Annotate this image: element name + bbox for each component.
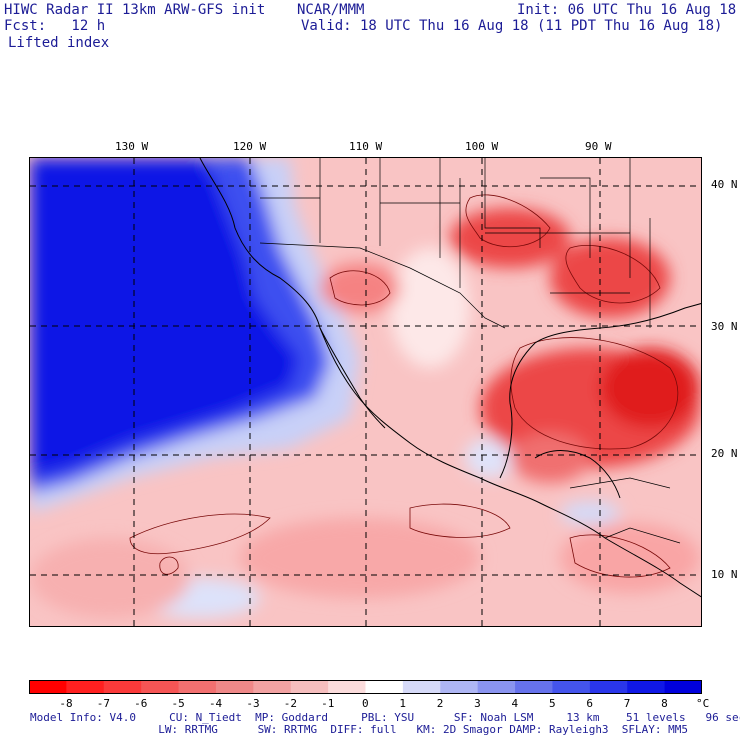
model-title: HIWC Radar II 13km ARW-GFS init (4, 2, 266, 18)
model-info-line2: LW: RRTMG SW: RRTMG DIFF: full KM: 2D Sm… (92, 723, 689, 736)
lat-label-20n: 20 N (711, 447, 738, 460)
strong-red-southeast (550, 238, 670, 318)
colorbar-tick-label: 1 (399, 697, 406, 710)
mid-red-yucatan (510, 433, 590, 483)
colorbar-tick-label: 4 (511, 697, 519, 710)
colorbar-tick-label: 2 (436, 697, 444, 710)
forecast-hour: Fcst: 12 h (4, 18, 106, 34)
colorbar-segment (365, 680, 404, 694)
colorbar-tick-label: -3 (246, 697, 260, 710)
colorbar-tick-label: -5 (171, 697, 185, 710)
deep-red-gulf (600, 348, 700, 428)
colorbar-segment (402, 680, 441, 694)
colorbar-segment (66, 680, 105, 694)
colorbar-segment (103, 680, 142, 694)
lon-label-120w: 120 W (233, 140, 267, 153)
negative-stable-region (30, 158, 300, 478)
colorbar-tick-label: -7 (96, 697, 111, 710)
colorbar-segment (29, 680, 67, 694)
valid-time: Valid: 18 UTC Thu 16 Aug 18 (11 PDT Thu … (301, 18, 723, 34)
coastlines (199, 158, 701, 598)
colorbar-tick-label: 3 (474, 697, 481, 710)
colorbar-segment (627, 680, 666, 694)
lat-lon-grid (30, 158, 701, 626)
colorbar-tick-label: 0 (362, 697, 369, 710)
light-blue-band (30, 158, 360, 513)
colorbar-tick-label: -8 (59, 697, 73, 710)
init-time: Init: 06 UTC Thu 16 Aug 18 (517, 2, 737, 18)
colorbar-border (29, 680, 702, 694)
light-red-east-pacific (240, 518, 480, 598)
field-name: Lifted index (8, 35, 110, 51)
colorbar-segment (515, 680, 553, 694)
colorbar-segment (589, 680, 628, 694)
colorbar-tick-label: 8 (661, 697, 668, 710)
colorbar-segment (477, 680, 516, 694)
colorbar-tick-label: 6 (586, 697, 593, 710)
lon-label-110w: 110 W (349, 140, 383, 153)
colorbar-unit: °C (696, 697, 710, 710)
lat-label-40n: 40 N (711, 178, 738, 191)
colorbar-segment (290, 680, 329, 694)
political-borders (259, 158, 681, 544)
colorbar-segment (253, 680, 292, 694)
light-red-west-pacific (30, 538, 190, 618)
map-svg (30, 158, 701, 626)
colorbar-segment (215, 680, 254, 694)
organization-label: NCAR/MMM (297, 2, 365, 18)
colorbar-segment (178, 680, 217, 694)
colorbar-segment (328, 680, 366, 694)
lon-label-130w: 130 W (115, 140, 149, 153)
colorbar-segment (664, 680, 702, 694)
colorbar-segment (552, 680, 591, 694)
light-blue-patch-gulf-coast (465, 438, 515, 478)
colorbar-tick-label: 5 (548, 697, 556, 710)
light-blue-patch-central-america (560, 501, 620, 525)
colorbar-tick-label: -6 (134, 697, 148, 710)
colorbar-tick-label: 7 (623, 697, 631, 710)
lon-label-100w: 100 W (465, 140, 499, 153)
pale-patch-mexico (390, 248, 470, 368)
lon-label-90w: 90 W (585, 140, 612, 153)
strong-red-plains (450, 208, 570, 268)
lifted-index-map (29, 157, 702, 627)
lat-label-30n: 30 N (711, 320, 738, 333)
colorbar-tick-label: -4 (208, 697, 223, 710)
colorbar (29, 680, 702, 694)
model-info-line1: Model Info: V4.0 CU: N_Tiedt MP: Goddard… (30, 711, 740, 724)
colorbar-segment (440, 680, 479, 694)
colorbar-segment (141, 680, 180, 694)
blue-gradient-band (30, 158, 330, 493)
lat-label-10n: 10 N (711, 568, 738, 581)
colorbar-tick-label: -1 (321, 697, 335, 710)
colorbar-tick-label: -2 (283, 697, 297, 710)
